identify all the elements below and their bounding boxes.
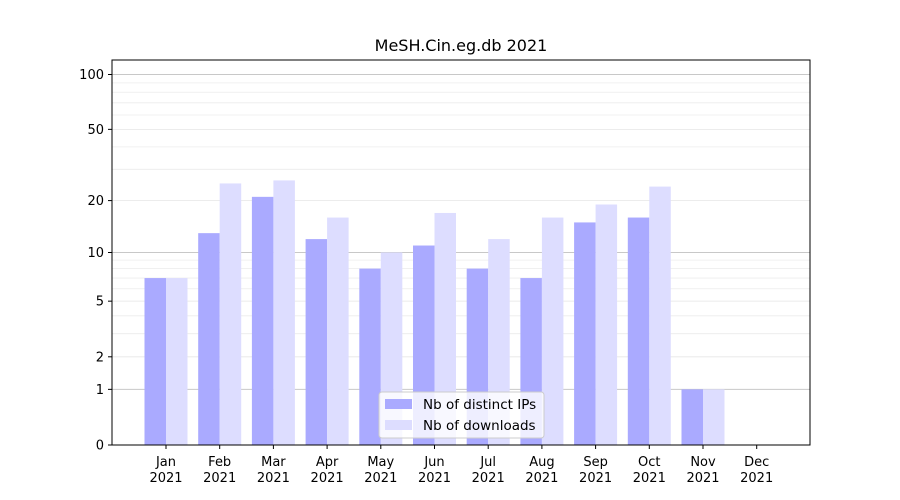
bar-distinct-ips [305,239,328,445]
bar-distinct-ips [359,268,381,445]
y-tick-label: 20 [87,194,104,209]
x-tick-label-month: Aug [529,455,554,470]
legend: Nb of distinct IPs Nb of downloads [378,391,545,439]
x-tick-label-month: Apr [316,455,339,470]
x-tick-label-year: 2021 [364,471,397,486]
y-tick-label: 1 [96,383,104,398]
bar-distinct-ips [198,233,220,445]
x-tick-label-year: 2021 [525,471,558,486]
bar-distinct-ips [574,222,596,445]
y-tick-label: 10 [87,246,104,261]
x-tick-label-year: 2021 [579,471,612,486]
x-tick-label-month: Oct [638,455,660,470]
bar-distinct-ips [681,389,703,445]
x-tick-label-year: 2021 [633,471,666,486]
bar-downloads [703,389,725,445]
bar-downloads [434,212,456,445]
x-tick-label-month: Sep [583,455,608,470]
x-tick-label-year: 2021 [149,471,182,486]
bar-downloads [273,180,295,446]
x-tick-label-year: 2021 [740,471,773,486]
x-tick-label-year: 2021 [311,471,344,486]
x-tick-label-month: Mar [261,455,286,470]
legend-box [378,391,545,439]
bar-downloads [219,183,242,445]
x-tick-label-month: Jun [423,455,444,470]
bar-distinct-ips [251,196,274,445]
bar-downloads [595,204,618,445]
bar-downloads [327,217,349,445]
y-tick-label: 0 [96,439,104,454]
legend-swatch [385,399,412,409]
axis-layer: Jan2021Feb2021Mar2021Apr2021May2021Jun20… [79,68,773,486]
x-tick-label-year: 2021 [203,471,236,486]
legend-label: Nb of distinct IPs [423,397,536,413]
legend-swatch [385,420,412,430]
x-tick-label-month: Jul [479,455,496,470]
chart-title: MeSH.Cin.eg.db 2021 [375,36,548,55]
x-tick-label-month: May [367,455,394,470]
bar-distinct-ips [144,278,166,445]
y-tick-label: 50 [87,123,104,138]
y-tick-label: 2 [96,350,104,365]
y-tick-label: 5 [96,295,104,310]
x-tick-label-month: Jan [155,455,176,470]
x-tick-label-year: 2021 [418,471,451,486]
x-tick-label-year: 2021 [686,471,719,486]
x-tick-label-month: Dec [744,455,769,470]
x-tick-label-month: Feb [208,455,231,470]
bar-downloads [166,278,188,445]
x-tick-label-year: 2021 [472,471,505,486]
y-tick-label: 100 [79,68,104,83]
bar-downloads [541,217,564,445]
legend-label: Nb of downloads [423,418,536,434]
bar-distinct-ips [627,217,650,445]
x-tick-label-year: 2021 [257,471,290,486]
bar-downloads [649,186,671,445]
x-tick-label-month: Nov [690,455,716,470]
